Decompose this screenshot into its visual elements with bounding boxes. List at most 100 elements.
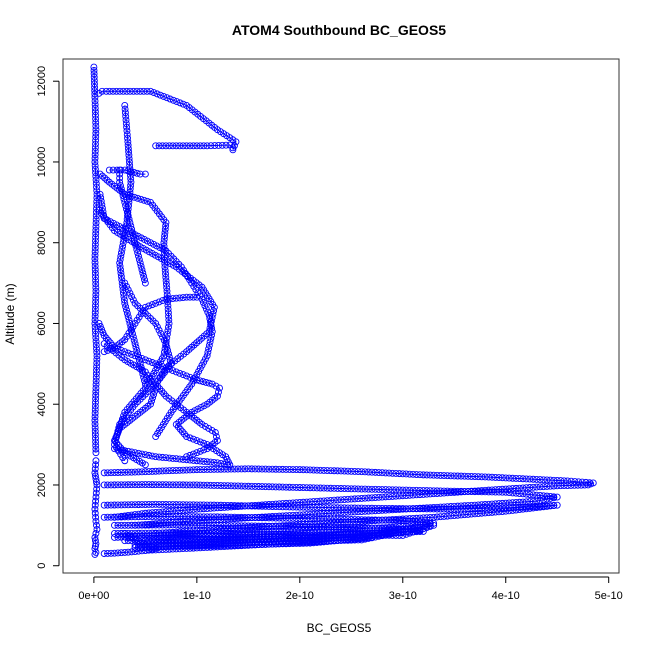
data-point: [160, 336, 168, 344]
data-point: [323, 537, 331, 545]
data-point: [457, 487, 465, 495]
data-point: [402, 470, 410, 478]
data-point: [160, 390, 168, 398]
data-point: [519, 475, 527, 483]
data-point: [183, 529, 191, 537]
data-point: [491, 500, 499, 508]
data-point: [220, 482, 228, 490]
data-point: [93, 485, 101, 493]
data-point: [100, 469, 108, 477]
data-point: [148, 545, 156, 553]
data-point: [122, 225, 130, 233]
data-point: [334, 504, 342, 512]
data-point: [361, 485, 369, 493]
data-point: [186, 544, 194, 552]
data-point: [145, 509, 153, 517]
data-point: [255, 541, 263, 549]
data-point: [529, 483, 537, 491]
data-point: [186, 517, 194, 525]
data-point: [385, 505, 393, 512]
data-point: [464, 488, 472, 495]
data-point: [163, 94, 171, 102]
data-point: [117, 182, 124, 189]
data-point: [354, 495, 362, 503]
data-point: [116, 174, 124, 182]
data-point: [354, 508, 362, 516]
data-point: [114, 513, 122, 521]
data-point: [365, 516, 372, 524]
data-point: [131, 511, 139, 519]
data-point: [327, 515, 335, 523]
data-point: [91, 83, 99, 91]
data-point: [141, 303, 149, 311]
data-point: [92, 298, 100, 306]
data-point: [340, 485, 348, 493]
data-point: [135, 357, 143, 364]
data-point: [299, 523, 307, 531]
data-point: [351, 467, 359, 475]
y-axis-label: Altitude (m): [3, 283, 17, 344]
data-point: [509, 506, 517, 514]
data-point: [306, 515, 314, 523]
data-point: [209, 310, 217, 318]
data-point: [340, 467, 348, 475]
data-point: [234, 522, 242, 530]
data-point: [134, 194, 142, 202]
data-point: [553, 493, 561, 501]
data-point: [126, 185, 134, 193]
data-point: [199, 299, 207, 306]
data-point: [155, 529, 163, 537]
data-point: [564, 477, 571, 485]
data-point: [111, 445, 118, 453]
data-point: [91, 147, 99, 155]
data-point: [327, 504, 335, 512]
data-point: [141, 377, 148, 385]
data-point: [131, 543, 139, 551]
data-point: [310, 538, 317, 546]
data-point: [139, 269, 147, 277]
data-point: [162, 295, 170, 303]
data-point: [286, 522, 293, 530]
data-point: [323, 484, 331, 492]
data-point: [138, 501, 146, 509]
data-point: [179, 466, 187, 474]
data-point: [389, 530, 396, 537]
data-point: [234, 513, 242, 521]
data-point: [126, 87, 134, 95]
data-point: [162, 273, 170, 281]
series-23: [100, 529, 160, 558]
data-point: [207, 501, 215, 509]
data-point: [93, 355, 101, 363]
data-point: [437, 487, 444, 495]
data-point: [126, 171, 134, 179]
data-point: [169, 467, 177, 475]
data-point: [176, 543, 184, 550]
data-point: [385, 493, 393, 501]
data-point: [186, 373, 194, 381]
data-point: [327, 523, 335, 531]
data-point: [156, 91, 164, 99]
data-point: [323, 519, 331, 527]
data-point: [323, 532, 331, 540]
data-point: [91, 101, 99, 108]
data-point: [123, 123, 131, 131]
data-point: [179, 371, 187, 379]
data-point: [145, 529, 153, 537]
data-point: [289, 499, 297, 507]
data-point: [529, 475, 537, 483]
data-point: [213, 543, 221, 551]
series-1: [91, 457, 101, 558]
data-point: [200, 439, 208, 447]
data-point: [248, 465, 256, 473]
data-point: [92, 370, 100, 378]
data-point: [509, 499, 517, 507]
data-point: [234, 482, 242, 490]
data-point: [570, 481, 578, 489]
data-point: [91, 108, 99, 116]
data-point: [320, 484, 328, 492]
data-point: [152, 384, 160, 392]
data-point: [303, 527, 311, 534]
data-point: [128, 548, 136, 556]
y-tick-label: 8000: [36, 230, 48, 254]
data-point: [279, 483, 287, 491]
